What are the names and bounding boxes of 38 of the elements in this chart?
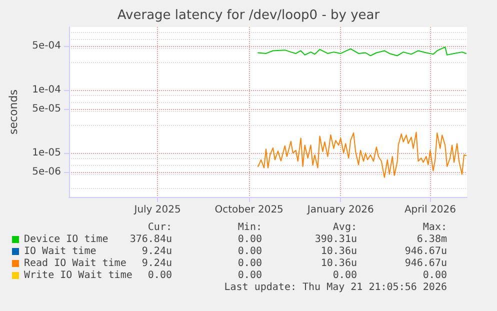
y-axis-title: seconds	[7, 89, 20, 134]
text: 0.00	[422, 270, 447, 282]
text: 0.00	[148, 270, 172, 281]
text: Last update: Thu May 21 21:05:56 2026	[223, 282, 447, 294]
legend-label: Device IO time	[23, 234, 108, 246]
x-tick-label: April 2026	[404, 204, 456, 216]
x-tick-label: January 2026	[306, 204, 374, 216]
legend-label: IO Wait time	[23, 246, 96, 258]
text: 946.67u	[404, 258, 447, 270]
text: 0.00	[236, 258, 262, 270]
text: 376.84u	[130, 234, 172, 245]
text: 0.00	[332, 270, 357, 282]
text: 0.00	[236, 246, 262, 258]
text: 10.36u	[320, 258, 357, 270]
text: 946.67u	[404, 246, 447, 258]
y-tick-label: 1e-05	[32, 147, 61, 158]
text: 0.00	[236, 270, 262, 282]
text: Min:	[236, 222, 262, 234]
line-series	[258, 132, 467, 178]
y-tick-label: 5e-06	[32, 166, 61, 178]
text: 9.24u	[142, 246, 172, 257]
text: 9.24u	[142, 258, 172, 269]
x-tick-label: July 2025	[133, 204, 181, 216]
chart-title: Average latency for /dev/loop0 - by year	[117, 8, 380, 23]
text: 0.00	[236, 234, 262, 246]
y-tick-label: 5e-04	[32, 40, 61, 52]
text: Cur:	[146, 222, 172, 234]
line-series	[258, 46, 467, 56]
text: 6.38m	[416, 234, 447, 246]
text: Max:	[422, 222, 447, 234]
text: Avg:	[332, 222, 357, 234]
x-tick-label: October 2025	[214, 204, 284, 216]
y-tick-label: 1e-04	[32, 84, 61, 96]
text: 10.36u	[320, 246, 357, 258]
y-tick-label: 5e-05	[32, 103, 61, 114]
legend-label: Read IO Wait time	[23, 258, 126, 270]
text: 390.31u	[314, 234, 357, 246]
legend-label: Write IO Wait time	[23, 270, 132, 282]
